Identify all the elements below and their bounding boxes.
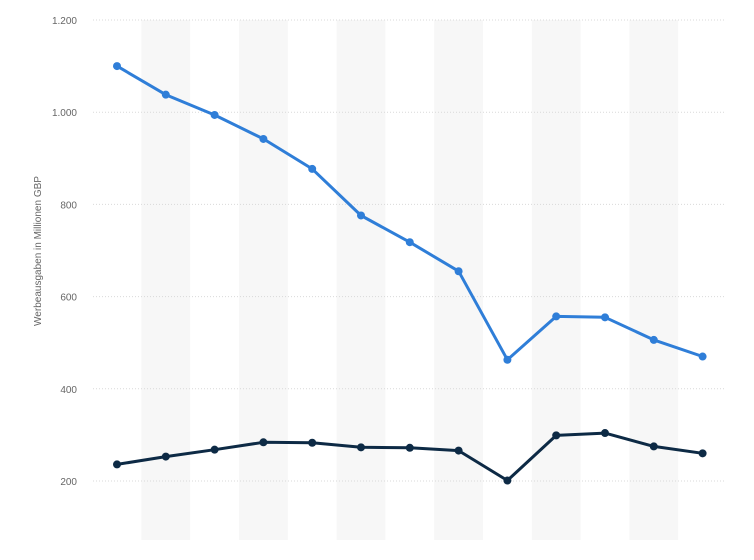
column-band xyxy=(239,20,288,540)
y-axis-ticks: 200 400 600 800 1.000 1.200 xyxy=(52,16,77,488)
column-band xyxy=(629,20,679,540)
data-point xyxy=(161,452,170,461)
data-point xyxy=(161,90,170,99)
series-line-2 xyxy=(115,431,705,482)
data-point xyxy=(649,335,658,344)
y-tick-label: 1.200 xyxy=(52,16,77,27)
column-bands xyxy=(141,20,679,540)
data-point xyxy=(698,449,707,458)
data-point xyxy=(357,211,365,220)
y-axis-title: Werbeausgaben in Millionen GBP xyxy=(33,176,44,326)
data-point xyxy=(649,442,658,451)
data-point xyxy=(113,62,121,71)
data-point xyxy=(405,443,414,452)
data-point xyxy=(454,267,463,276)
data-point xyxy=(454,446,463,455)
data-point xyxy=(698,352,707,361)
data-point xyxy=(601,313,609,322)
data-point xyxy=(210,445,219,454)
column-band xyxy=(336,20,386,540)
y-tick-label: 800 xyxy=(60,200,77,211)
data-point xyxy=(210,110,219,119)
series-line-1 xyxy=(115,64,705,362)
data-point xyxy=(357,443,365,452)
y-tick-label: 1.000 xyxy=(52,108,77,119)
data-point xyxy=(259,438,268,447)
data-point xyxy=(113,460,121,469)
y-tick-label: 200 xyxy=(60,477,77,488)
data-point xyxy=(259,134,268,143)
gridlines xyxy=(93,19,725,482)
series-lines xyxy=(113,62,707,485)
y-tick-label: 400 xyxy=(60,385,77,396)
data-point xyxy=(601,429,609,438)
data-point xyxy=(405,238,414,247)
data-point xyxy=(308,438,317,447)
column-band xyxy=(531,20,581,540)
y-tick-label: 600 xyxy=(60,293,77,304)
data-point xyxy=(503,476,512,485)
data-point xyxy=(503,355,512,364)
data-point xyxy=(308,164,317,173)
data-point xyxy=(552,312,561,321)
data-point xyxy=(552,431,561,440)
